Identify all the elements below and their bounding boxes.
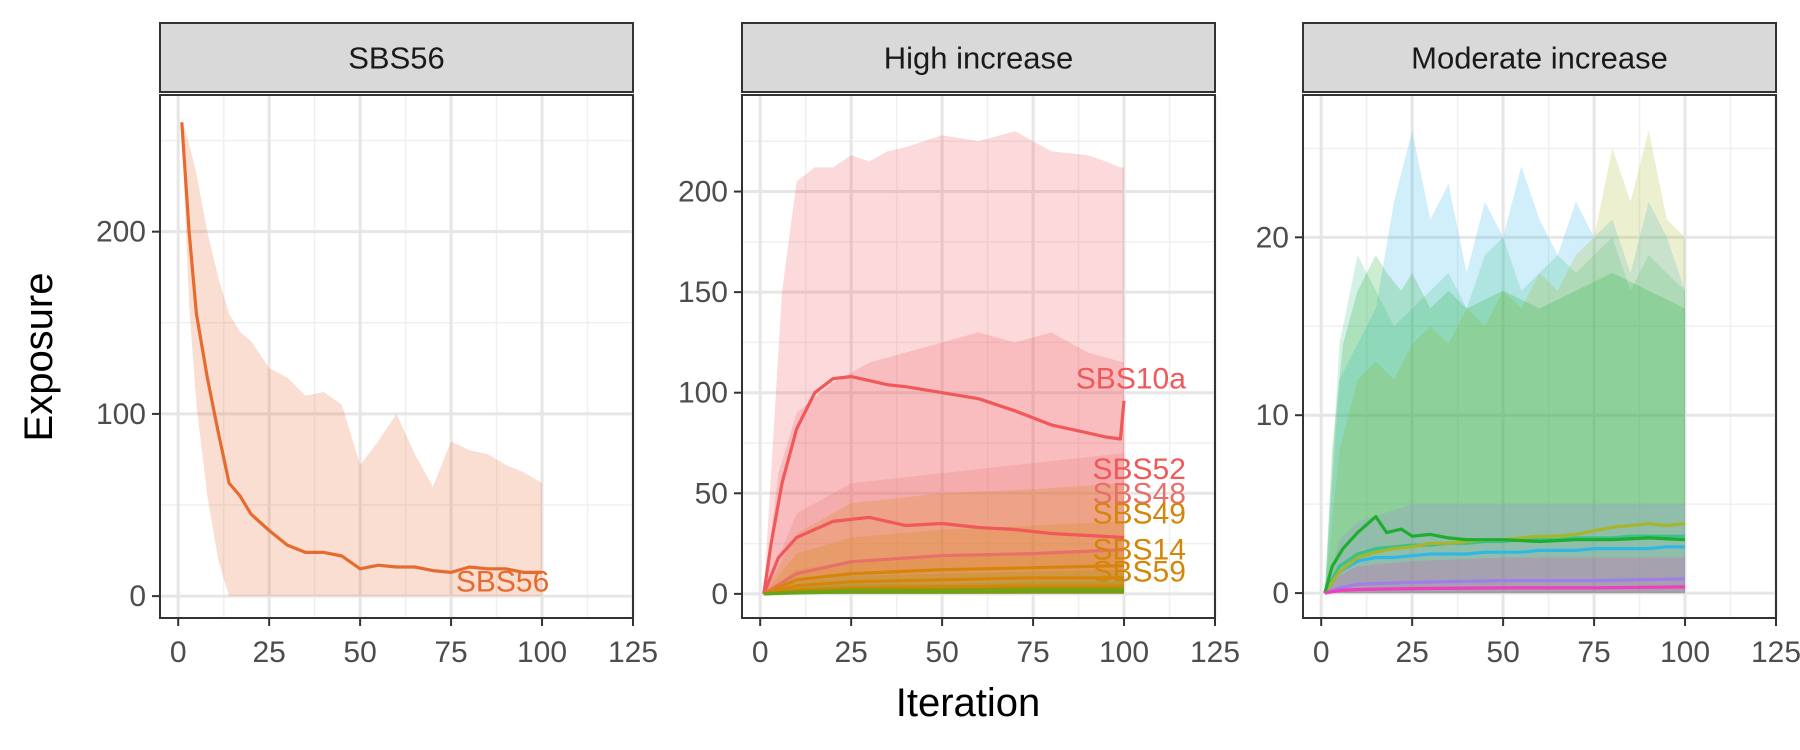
series-line — [1324, 585, 1686, 595]
y-tick-label: 10 — [1256, 399, 1289, 432]
panel-1: SBS56 SBS56 0 25 50 75 100 125 0 100 200 — [96, 22, 658, 669]
confidence-ribbon — [181, 118, 543, 597]
confidence-ribbon — [1324, 255, 1685, 594]
y-tick-label: 50 — [695, 477, 728, 510]
panel-border — [741, 94, 1216, 619]
series-line — [1323, 515, 1686, 594]
series-label: SBS49 — [1092, 497, 1185, 530]
x-tick-label: 25 — [834, 636, 867, 669]
y-tick-label: 0 — [129, 580, 146, 613]
series-group — [762, 131, 1126, 596]
panel-strip-label: Moderate increase — [1411, 41, 1668, 76]
series-label: SBS14 — [1092, 534, 1185, 567]
y-axis-title: Exposure — [17, 273, 61, 442]
x-tick-label: 100 — [1099, 636, 1149, 669]
confidence-ribbon — [1324, 504, 1685, 594]
confidence-ribbon — [763, 332, 1124, 594]
series-label: SBS59 — [1092, 556, 1185, 589]
x-tick-label: 75 — [1016, 636, 1049, 669]
x-tick-label: 50 — [1486, 636, 1519, 669]
series-line — [180, 122, 542, 574]
x-tick-label: 75 — [434, 636, 467, 669]
series-group — [1323, 130, 1686, 595]
y-tick-label: 100 — [96, 398, 146, 431]
x-tick-label: 50 — [343, 636, 376, 669]
confidence-ribbon — [1324, 130, 1685, 594]
plot-background — [1303, 95, 1776, 618]
x-tick-label: 125 — [1751, 636, 1800, 669]
series-line — [762, 515, 1125, 595]
x-tick-label: 0 — [752, 636, 769, 669]
series-line — [762, 548, 1125, 596]
series-line — [763, 584, 1124, 596]
series-label: SBS52 — [1092, 453, 1185, 486]
confidence-ribbon — [1324, 130, 1685, 594]
x-tick-label: 25 — [1395, 636, 1428, 669]
series-label: SBS10a — [1076, 363, 1186, 396]
confidence-ribbon — [1324, 237, 1685, 594]
panel-border — [159, 94, 634, 619]
series-line — [763, 576, 1124, 596]
plot-background — [160, 95, 633, 618]
panel-border — [1302, 94, 1777, 619]
x-tick-label: 100 — [1660, 636, 1710, 669]
series-label: SBS48 — [1092, 477, 1185, 510]
y-tick-label: 0 — [711, 578, 728, 611]
panel-strip-label: SBS56 — [348, 41, 445, 76]
y-tick-label: 200 — [96, 216, 146, 249]
plot-background — [742, 95, 1215, 618]
x-tick-label: 125 — [608, 636, 658, 669]
series-label: SBS56 — [456, 566, 549, 599]
series-line — [1324, 577, 1686, 595]
panel-strip — [1302, 22, 1777, 93]
x-tick-label: 125 — [1190, 636, 1240, 669]
x-tick-label: 0 — [170, 636, 187, 669]
confidence-ribbon — [1324, 557, 1685, 594]
y-tick-label: 100 — [678, 377, 728, 410]
panel-strip-label: High increase — [884, 41, 1074, 76]
panel-strip — [741, 22, 1216, 93]
y-tick-label: 150 — [678, 276, 728, 309]
y-tick-label: 20 — [1256, 221, 1289, 254]
series-line — [763, 564, 1125, 596]
panel-strip — [159, 22, 634, 93]
x-tick-label: 0 — [1313, 636, 1330, 669]
series-line — [1323, 534, 1685, 594]
x-tick-label: 75 — [1577, 636, 1610, 669]
y-tick-label: 200 — [678, 176, 728, 209]
confidence-ribbon — [763, 131, 1124, 594]
x-tick-label: 50 — [925, 636, 958, 669]
x-axis-title: Iteration — [896, 681, 1041, 725]
y-tick-label: 0 — [1272, 577, 1289, 610]
x-tick-label: 100 — [517, 636, 567, 669]
confidence-ribbon — [763, 521, 1124, 594]
panel-3: Moderate increase 0 25 50 75 100 125 0 10 20 — [1256, 22, 1800, 669]
x-tick-label: 25 — [252, 636, 285, 669]
series-group — [180, 118, 543, 597]
series-line — [1323, 545, 1685, 595]
series-line — [762, 375, 1126, 595]
series-line — [763, 589, 1124, 596]
